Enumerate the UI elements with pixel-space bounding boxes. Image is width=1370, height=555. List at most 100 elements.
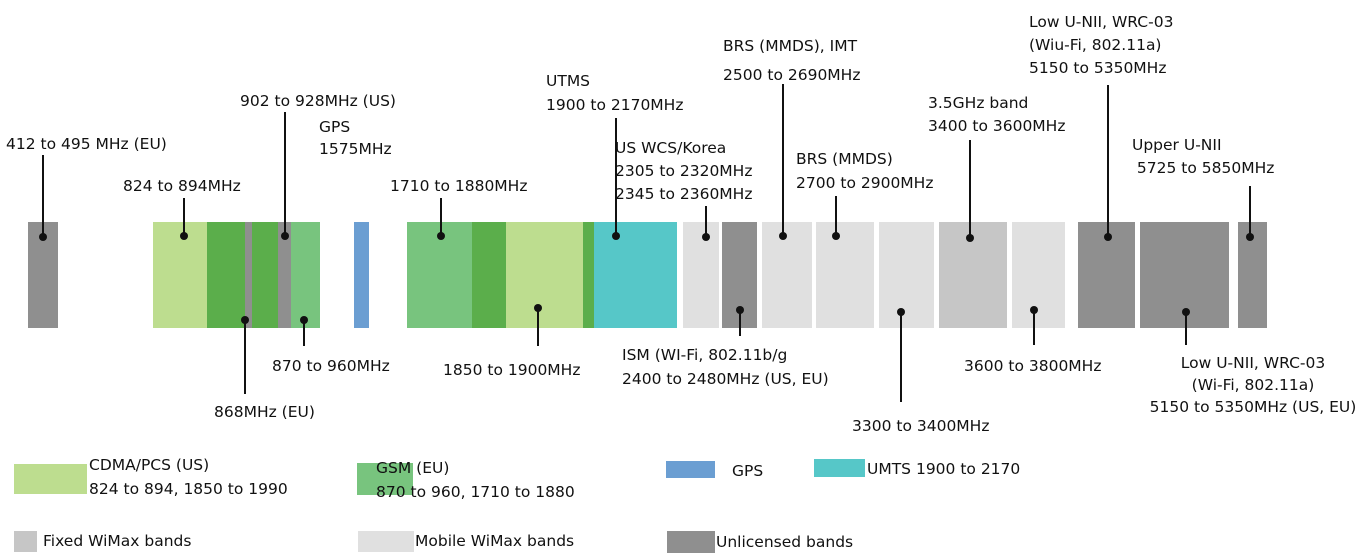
legend: CDMA/PCS (US) 824 to 894, 1850 to 1990 GS… bbox=[14, 456, 1020, 553]
label-line: 5150 to 5350MHz bbox=[1029, 59, 1166, 77]
dot-870 bbox=[300, 316, 308, 324]
dot-35 bbox=[966, 234, 974, 242]
label-line: 412 to 495 MHz (EU) bbox=[6, 135, 167, 153]
dot-utms bbox=[612, 232, 620, 240]
label-line: 2400 to 2480MHz (US, EU) bbox=[622, 370, 829, 388]
band-3300-3400 bbox=[879, 222, 934, 328]
label-line: GSM (EU) bbox=[376, 459, 449, 477]
label-brs-mmds: BRS (MMDS) 2700 to 2900MHz bbox=[796, 150, 933, 192]
label-wcs-korea: US WCS/Korea 2305 to 2320MHz 2345 to 2360M… bbox=[615, 139, 752, 203]
dot-1850 bbox=[534, 304, 542, 312]
dot-ism bbox=[736, 306, 744, 314]
band-labels: 412 to 495 MHz (EU) 824 to 894MHz 902 to… bbox=[6, 13, 1356, 435]
legend-label-umts: UMTS 1900 to 2170 bbox=[867, 460, 1020, 478]
label-line: 2345 to 2360MHz bbox=[615, 185, 752, 203]
legend-swatch-umts bbox=[814, 459, 865, 477]
legend-swatch-gps bbox=[666, 461, 715, 478]
label-line: UMTS 1900 to 2170 bbox=[867, 460, 1020, 478]
band-gsm-dark-4 bbox=[583, 222, 594, 328]
dot-3300 bbox=[897, 308, 905, 316]
label-824-894: 824 to 894MHz bbox=[123, 177, 241, 195]
label-line: 3600 to 3800MHz bbox=[964, 357, 1101, 375]
label-line: UTMS bbox=[546, 72, 590, 90]
legend-label-mobile: Mobile WiMax bands bbox=[415, 532, 574, 550]
label-line: 824 to 894MHz bbox=[123, 177, 241, 195]
label-line: BRS (MMDS), IMT bbox=[723, 37, 858, 55]
band-902-928 bbox=[278, 222, 291, 328]
label-line: Low U-NII, WRC-03 bbox=[1181, 354, 1325, 372]
label-868: 868MHz (EU) bbox=[214, 403, 315, 421]
label-line: 1850 to 1900MHz bbox=[443, 361, 580, 379]
legend-swatch-mobile bbox=[358, 531, 414, 552]
label-line: 1575MHz bbox=[319, 140, 392, 158]
label-line: 3.5GHz band bbox=[928, 94, 1028, 112]
legend-label-unlicensed: Unlicensed bands bbox=[716, 533, 853, 551]
band-3600-3800 bbox=[1012, 222, 1065, 328]
label-line: (Wiu-Fi, 802.11a) bbox=[1029, 36, 1161, 54]
label-line: GPS bbox=[732, 462, 763, 480]
label-3600-3800: 3600 to 3800MHz bbox=[964, 357, 1101, 375]
label-line: GPS bbox=[319, 118, 350, 136]
band-rectangles bbox=[28, 222, 1267, 328]
legend-swatch-gsm bbox=[357, 463, 413, 495]
label-brs-imt: BRS (MMDS), IMT 2500 to 2690MHz bbox=[723, 37, 860, 84]
band-gsm-dark-3 bbox=[472, 222, 506, 328]
dot-brs bbox=[832, 232, 840, 240]
dot-902 bbox=[281, 232, 289, 240]
label-line: 870 to 960, 1710 to 1880 bbox=[376, 483, 575, 501]
label-412-495: 412 to 495 MHz (EU) bbox=[6, 135, 167, 153]
label-utms: UTMS 1900 to 2170MHz bbox=[546, 72, 683, 114]
legend-label-fixed: Fixed WiMax bands bbox=[43, 532, 191, 550]
label-ism: ISM (WI-Fi, 802.11b/g 2400 to 2480MHz (US… bbox=[622, 346, 829, 388]
label-902-928: 902 to 928MHz (US) bbox=[240, 92, 396, 110]
label-line: 3300 to 3400MHz bbox=[852, 417, 989, 435]
dot-unii-top bbox=[1104, 233, 1112, 241]
label-line: CDMA/PCS (US) bbox=[89, 456, 209, 474]
band-gsm-dark-2 bbox=[252, 222, 278, 328]
label-1710-1880: 1710 to 1880MHz bbox=[390, 177, 527, 195]
dot-824 bbox=[180, 232, 188, 240]
dot-upper bbox=[1246, 233, 1254, 241]
label-870-960: 870 to 960MHz bbox=[272, 357, 390, 375]
legend-label-gps: GPS bbox=[732, 462, 763, 480]
dot-1710 bbox=[437, 232, 445, 240]
band-umts bbox=[594, 222, 677, 328]
dot-412 bbox=[39, 233, 47, 241]
label-line: 2500 to 2690MHz bbox=[723, 66, 860, 84]
band-brs-imt bbox=[762, 222, 812, 328]
band-brs-mmds bbox=[816, 222, 874, 328]
label-line: 1900 to 2170MHz bbox=[546, 96, 683, 114]
label-unii-bottom: Low U-NII, WRC-03 (Wi-Fi, 802.11a) 5150 to… bbox=[1150, 354, 1357, 416]
legend-swatch-fixed bbox=[14, 531, 37, 552]
band-cdma-1850-1990 bbox=[506, 222, 583, 328]
dot-unii-bottom bbox=[1182, 308, 1190, 316]
label-1850-1900: 1850 to 1900MHz bbox=[443, 361, 580, 379]
label-line: (Wi-Fi, 802.11a) bbox=[1192, 376, 1315, 394]
band-gsm-dark-1 bbox=[207, 222, 245, 328]
dot-3600 bbox=[1030, 306, 1038, 314]
legend-label-gsm: GSM (EU) 870 to 960, 1710 to 1880 bbox=[376, 459, 575, 501]
label-line: Low U-NII, WRC-03 bbox=[1029, 13, 1173, 31]
band-868-eu bbox=[245, 222, 252, 328]
dot-imt bbox=[779, 232, 787, 240]
label-line: US WCS/Korea bbox=[615, 139, 726, 157]
label-gps: GPS 1575MHz bbox=[319, 118, 392, 158]
label-line: Upper U-NII bbox=[1132, 136, 1222, 154]
leader-lines bbox=[42, 84, 1251, 402]
label-unii-top: Low U-NII, WRC-03 (Wiu-Fi, 802.11a) 5150 t… bbox=[1029, 13, 1173, 77]
dot-wcs bbox=[702, 233, 710, 241]
label-line: Fixed WiMax bands bbox=[43, 532, 191, 550]
label-35ghz: 3.5GHz band 3400 to 3600MHz bbox=[928, 94, 1065, 135]
label-line: Mobile WiMax bands bbox=[415, 532, 574, 550]
label-line: ISM (WI-Fi, 802.11b/g bbox=[622, 346, 787, 364]
band-cdma-824-894 bbox=[153, 222, 207, 328]
band-gsm-870-960 bbox=[291, 222, 320, 328]
band-gps-1575 bbox=[354, 222, 369, 328]
legend-swatch-unlicensed bbox=[667, 531, 715, 553]
label-line: 902 to 928MHz (US) bbox=[240, 92, 396, 110]
label-line: 5150 to 5350MHz (US, EU) bbox=[1150, 398, 1357, 416]
label-line: 3400 to 3600MHz bbox=[928, 117, 1065, 135]
label-line: 2305 to 2320MHz bbox=[615, 162, 752, 180]
